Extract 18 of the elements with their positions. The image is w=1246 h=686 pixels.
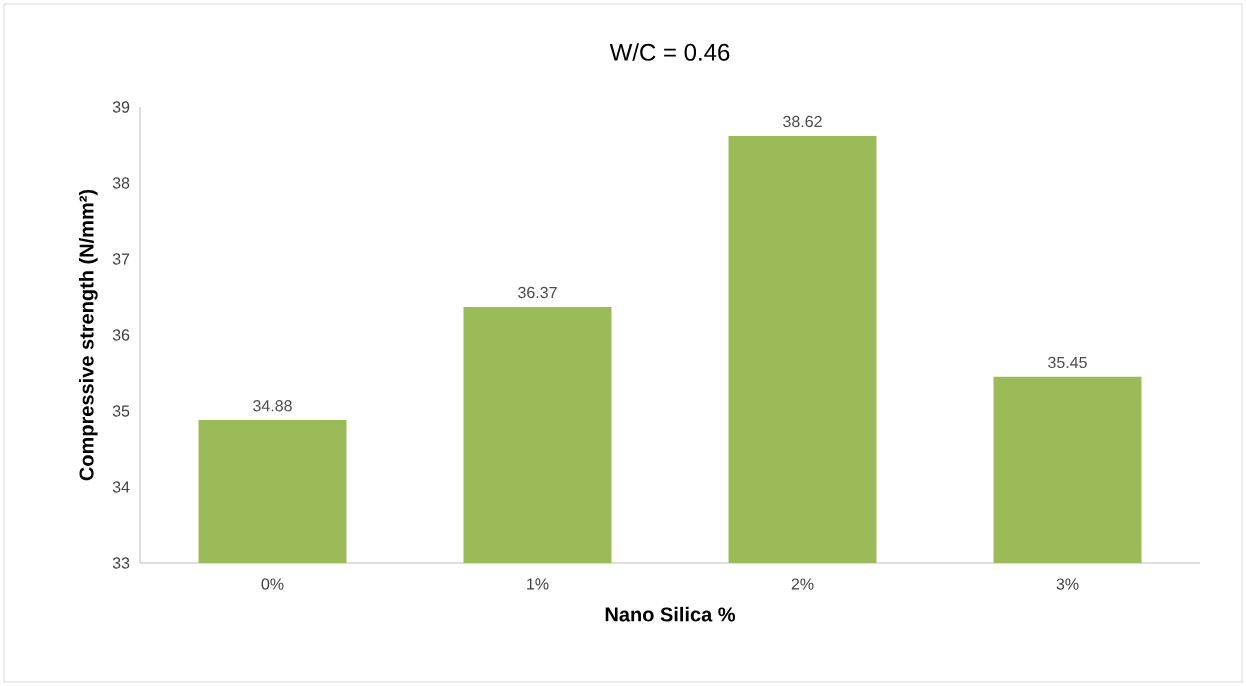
- x-tick-label: 2%: [791, 578, 814, 590]
- y-tick-label: 38: [112, 177, 130, 189]
- y-tick-label: 36: [112, 329, 130, 341]
- y-tick-label: 33: [112, 557, 130, 569]
- y-tick-label: 34: [112, 481, 130, 493]
- x-tick-label: 3%: [1056, 578, 1079, 590]
- data-label: 34.88: [253, 400, 292, 412]
- y-tick-label: 37: [112, 253, 130, 265]
- data-label: 35.45: [1048, 356, 1087, 369]
- y-axis-title: Compressive strength (N/mm²): [78, 189, 98, 481]
- y-tick-label: 35: [112, 405, 130, 417]
- y-tick-label: 39: [112, 101, 130, 113]
- x-tick-label: 1%: [527, 578, 549, 590]
- x-tick-label: 0%: [261, 578, 284, 590]
- x-axis-title: Nano Silica %: [605, 606, 736, 622]
- data-label: 38.62: [783, 115, 822, 128]
- data-label: 36.37: [518, 286, 557, 299]
- chart-title: W/C = 0.46: [609, 43, 730, 61]
